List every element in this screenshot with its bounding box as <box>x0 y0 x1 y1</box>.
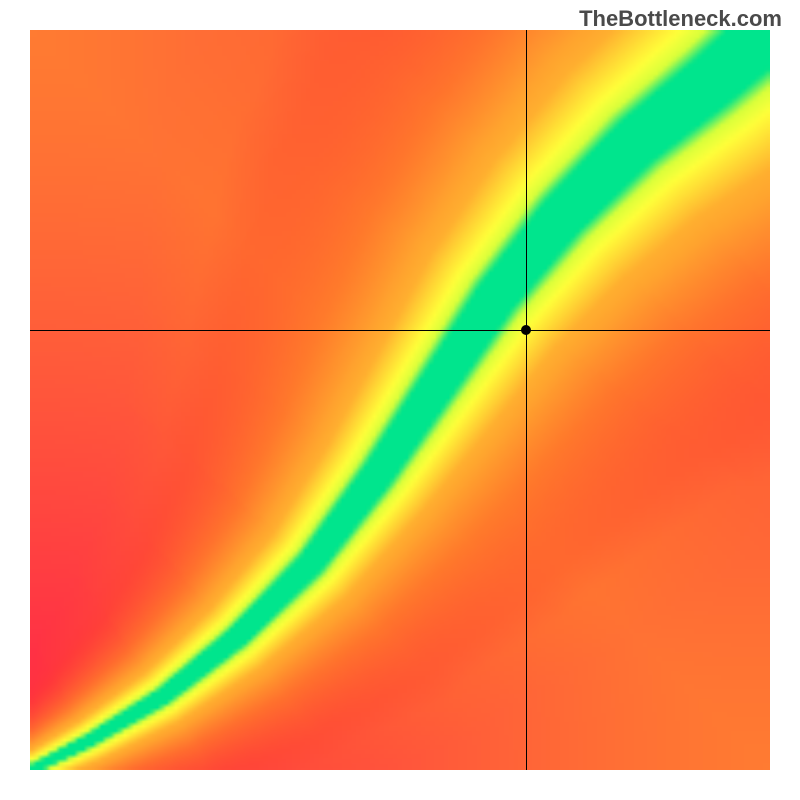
chart-container: TheBottleneck.com <box>0 0 800 800</box>
heatmap-plot <box>30 30 770 770</box>
heatmap-canvas <box>30 30 770 770</box>
watermark-label: TheBottleneck.com <box>579 6 782 32</box>
